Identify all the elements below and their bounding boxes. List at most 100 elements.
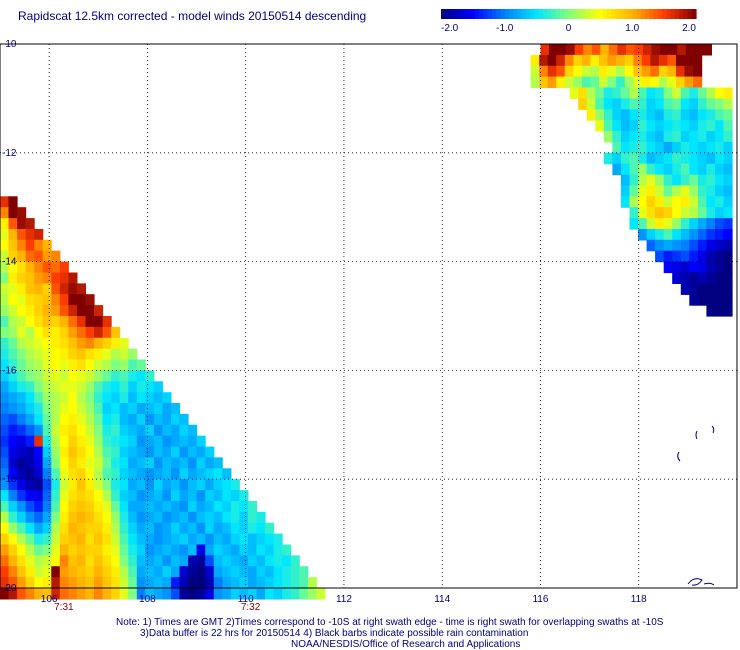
heatmap-cell bbox=[663, 152, 673, 165]
heatmap-cell bbox=[145, 370, 155, 382]
heatmap-cell bbox=[680, 98, 690, 110]
colorbar-step bbox=[662, 9, 667, 19]
heatmap-cell bbox=[34, 424, 44, 437]
heatmap-cell bbox=[723, 229, 733, 241]
heatmap-cell bbox=[620, 131, 630, 143]
colorbar: -2.0 -1.0 0 1.0 2.0 bbox=[441, 9, 697, 34]
heatmap-cell bbox=[667, 54, 677, 67]
heatmap-cell bbox=[530, 54, 540, 67]
heatmap-cell bbox=[8, 577, 18, 589]
heatmap-cell bbox=[629, 218, 639, 230]
heatmap-cell bbox=[25, 272, 35, 284]
heatmap-cell bbox=[697, 272, 707, 284]
heatmap-cell bbox=[59, 381, 69, 393]
colorbar-step bbox=[509, 9, 514, 19]
heatmap-cell bbox=[697, 283, 707, 295]
heatmap-cell bbox=[612, 152, 622, 165]
heatmap-cell bbox=[612, 120, 622, 132]
heatmap-cell bbox=[8, 533, 18, 546]
heatmap-cell bbox=[624, 76, 634, 89]
heatmap-cell bbox=[153, 544, 163, 556]
heatmap-cell bbox=[590, 54, 600, 67]
heatmap-cell bbox=[111, 370, 121, 382]
heatmap-cell bbox=[94, 435, 104, 448]
heatmap-cell bbox=[17, 566, 27, 578]
heatmap-cell bbox=[153, 413, 163, 426]
heatmap-cell bbox=[17, 381, 27, 393]
heatmap-cell bbox=[265, 522, 275, 535]
heatmap-cell bbox=[171, 577, 181, 589]
heatmap-cell bbox=[188, 479, 198, 491]
heatmap-cell bbox=[34, 261, 44, 274]
heatmap-cell bbox=[239, 501, 249, 513]
heatmap-cell bbox=[0, 283, 10, 295]
heatmap-cell bbox=[17, 511, 27, 524]
heatmap-cell bbox=[76, 588, 86, 600]
heatmap-cell bbox=[25, 577, 35, 589]
heatmap-cell bbox=[111, 522, 121, 535]
colorbar-step bbox=[560, 9, 565, 19]
heatmap-cell bbox=[715, 294, 725, 306]
heatmap-cell bbox=[0, 424, 10, 437]
heatmap-cell bbox=[34, 511, 44, 524]
heatmap-cell bbox=[8, 196, 18, 208]
heatmap-cell bbox=[213, 533, 223, 546]
heatmap-cell bbox=[205, 501, 215, 513]
heatmap-cell bbox=[102, 413, 112, 426]
heatmap-cell bbox=[68, 501, 78, 513]
colorbar-step bbox=[504, 9, 510, 19]
heatmap-cell bbox=[59, 272, 69, 284]
heatmap-cell bbox=[136, 522, 146, 535]
heatmap-cell bbox=[17, 403, 27, 415]
heatmap-cell bbox=[689, 196, 699, 208]
heatmap-cell bbox=[230, 511, 240, 524]
heatmap-cell bbox=[51, 511, 61, 524]
heatmap-cell bbox=[17, 370, 27, 382]
heatmap-cell bbox=[59, 588, 69, 600]
heatmap-cell bbox=[590, 76, 600, 89]
heatmap-cell bbox=[128, 501, 138, 513]
heatmap-cell bbox=[17, 544, 27, 556]
heatmap-cell bbox=[94, 544, 104, 556]
heatmap-cell bbox=[51, 479, 61, 491]
heatmap-cell bbox=[111, 555, 121, 567]
heatmap-cell bbox=[111, 424, 121, 437]
heatmap-cell bbox=[672, 185, 682, 197]
heatmap-cell bbox=[680, 141, 690, 154]
heatmap-cell bbox=[715, 98, 725, 110]
heatmap-cell bbox=[119, 533, 129, 546]
heatmap-cell bbox=[680, 185, 690, 197]
heatmap-cell bbox=[128, 381, 138, 393]
heatmap-cell bbox=[42, 479, 52, 491]
heatmap-cell bbox=[651, 44, 661, 56]
heatmap-cell bbox=[672, 152, 682, 165]
heatmap-cell bbox=[136, 577, 146, 589]
heatmap-cell bbox=[564, 76, 574, 89]
heatmap-cell bbox=[25, 479, 35, 491]
heatmap-cell bbox=[230, 490, 240, 502]
colorbar-step bbox=[534, 9, 540, 19]
heatmap-cell bbox=[256, 555, 266, 567]
colorbar-step bbox=[615, 9, 621, 19]
heatmap-cell bbox=[102, 588, 112, 600]
heatmap-cell bbox=[672, 141, 682, 154]
heatmap-cell bbox=[51, 468, 61, 480]
heatmap-cell bbox=[136, 479, 146, 491]
heatmap-cell bbox=[153, 577, 163, 589]
heatmap-cell bbox=[51, 337, 61, 350]
heatmap-cell bbox=[667, 76, 677, 89]
heatmap-cell bbox=[76, 566, 86, 578]
heatmap-cell bbox=[51, 403, 61, 415]
heatmap-cell bbox=[25, 588, 35, 600]
heatmap-cell bbox=[25, 239, 35, 252]
heatmap-cell bbox=[663, 98, 673, 110]
heatmap-cell bbox=[655, 196, 665, 208]
heatmap-cell bbox=[42, 239, 52, 252]
heatmap-cell bbox=[282, 544, 292, 556]
heatmap-cell bbox=[8, 218, 18, 230]
heatmap-cell bbox=[59, 511, 69, 524]
heatmap-cell bbox=[102, 435, 112, 448]
heatmap-cell bbox=[0, 555, 10, 567]
heatmap-cell bbox=[42, 403, 52, 415]
heatmap-cell bbox=[153, 403, 163, 415]
